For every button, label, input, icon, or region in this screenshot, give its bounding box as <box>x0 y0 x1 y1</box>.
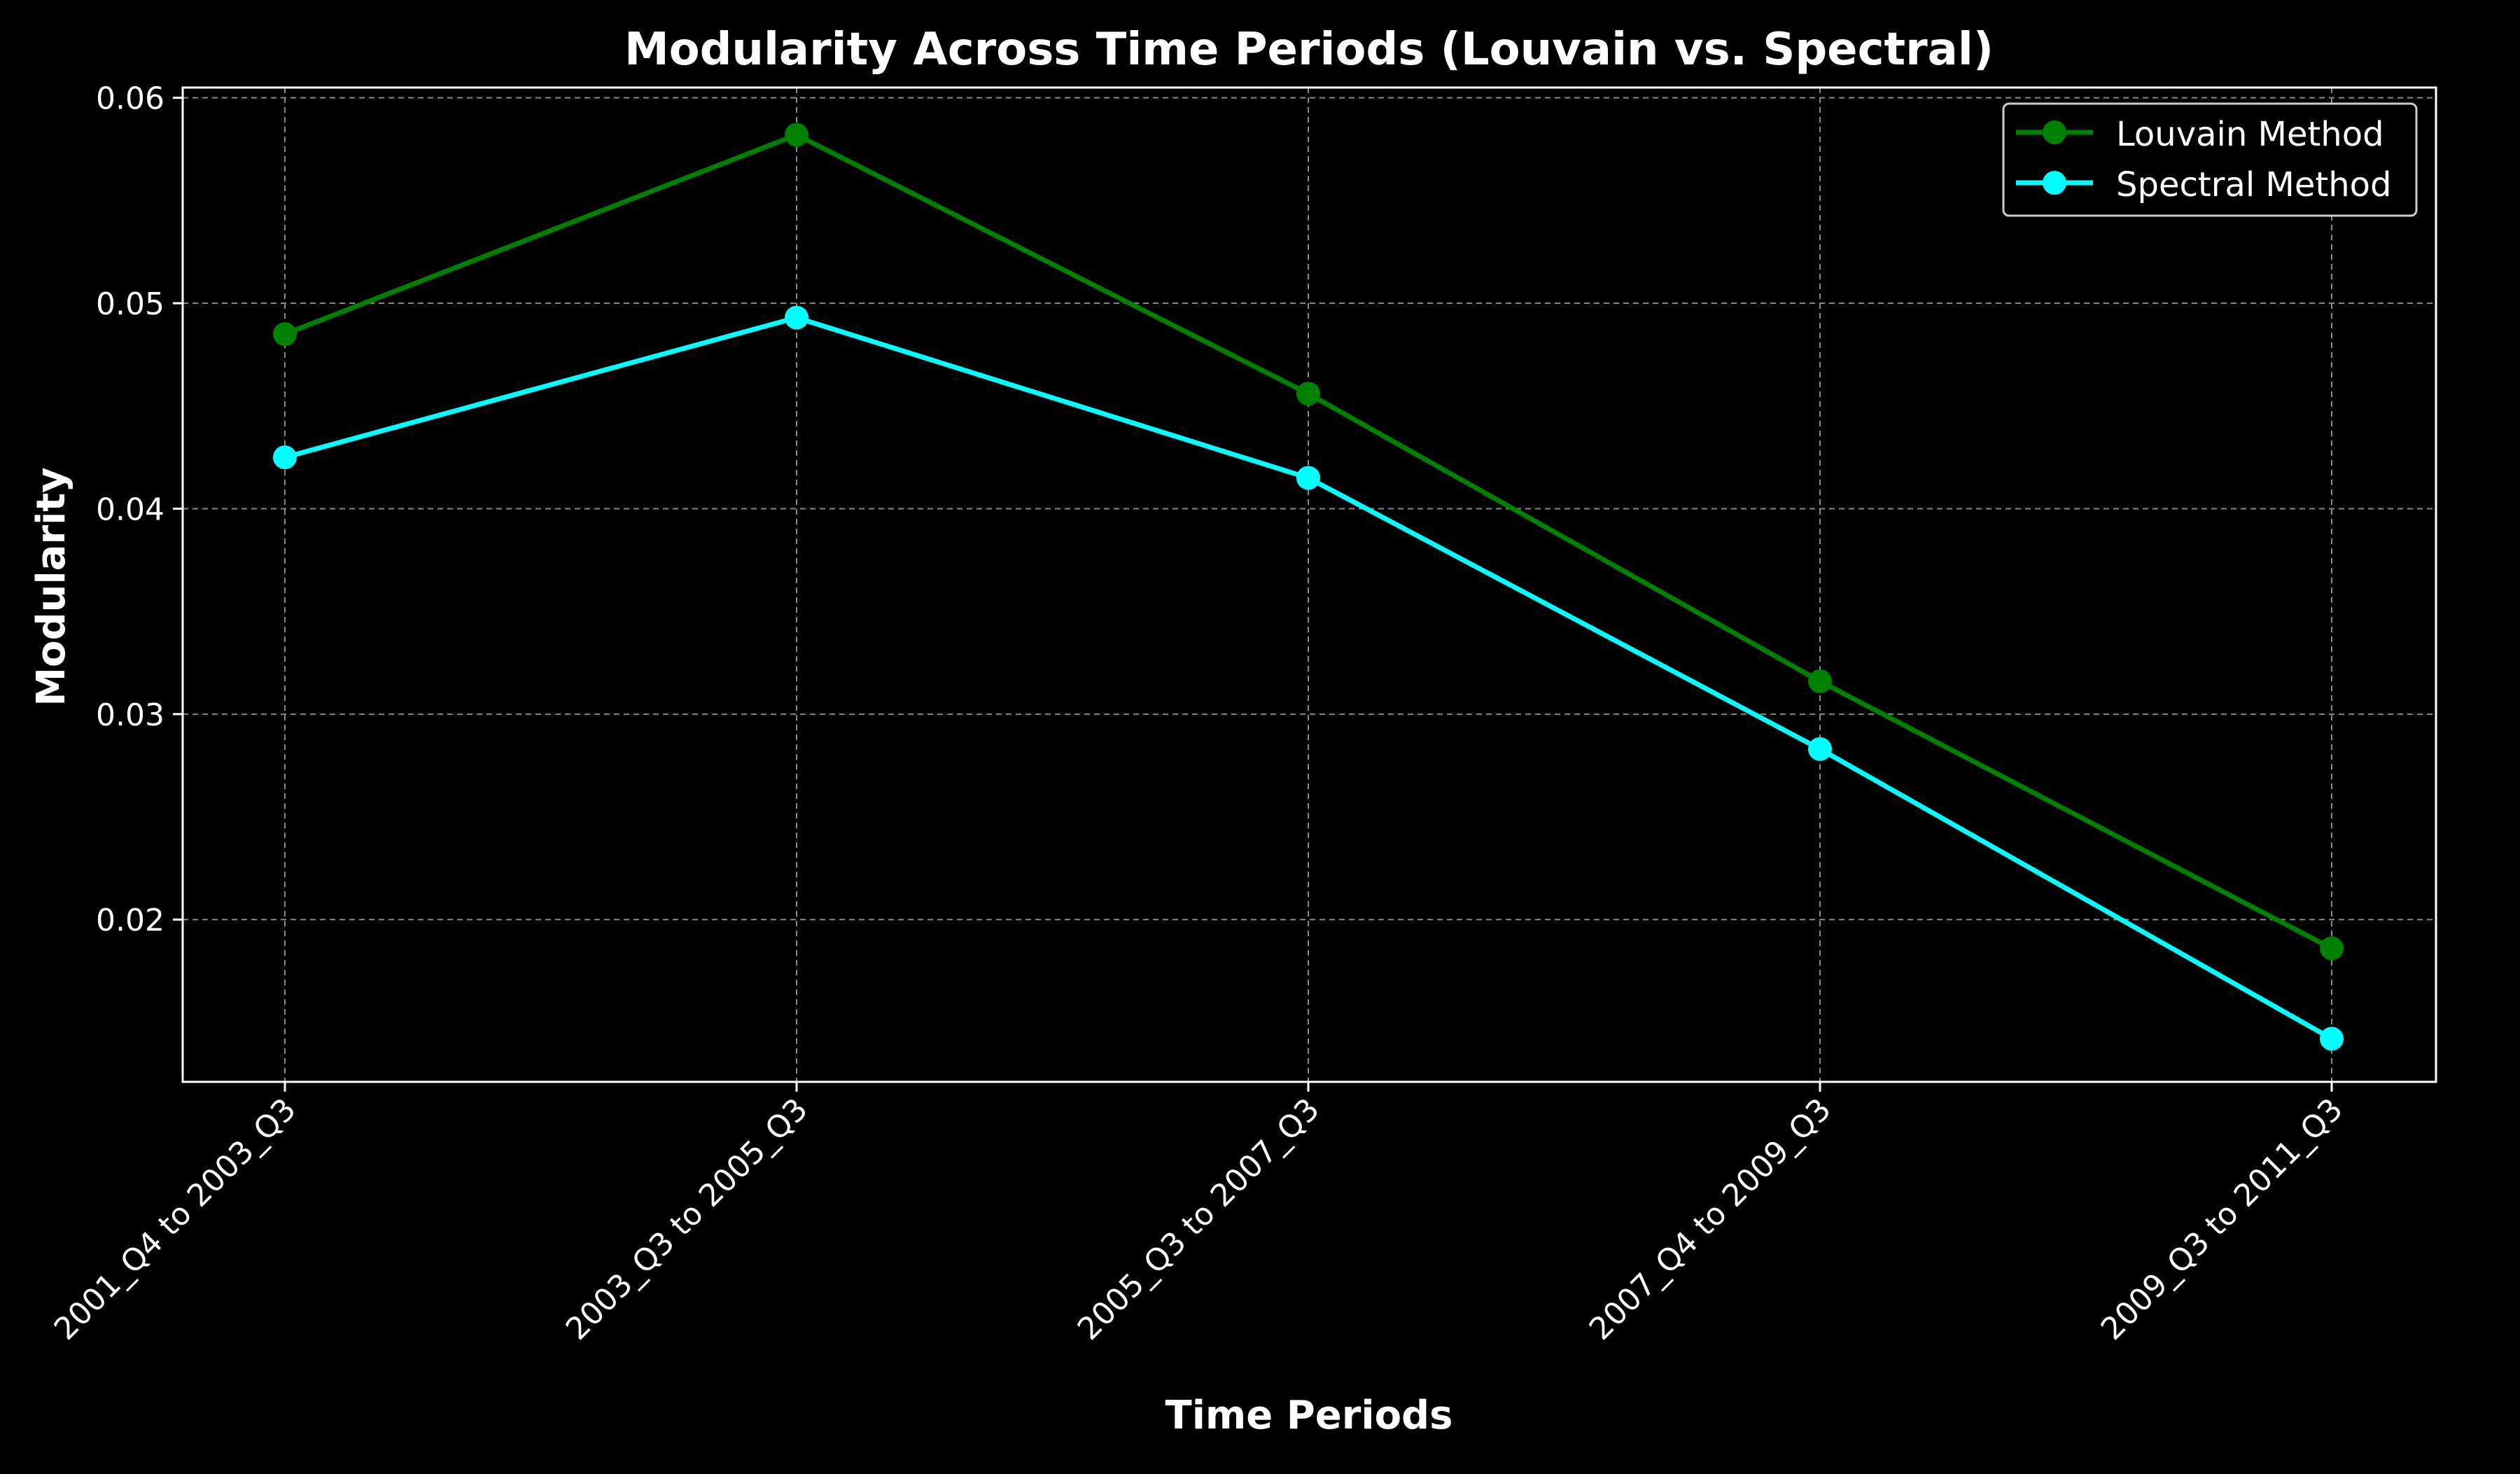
legend: Louvain Method Spectral Method <box>2002 102 2418 217</box>
data-point-spectral <box>1296 466 1320 490</box>
x-axis-label: Time Periods <box>1166 1393 1453 1438</box>
y-axis-label: Modularity <box>29 467 74 706</box>
data-point-spectral <box>785 305 808 330</box>
y-tick-label: 0.03 <box>96 697 164 733</box>
y-tick-label: 0.06 <box>96 81 164 117</box>
data-point-louvain <box>1296 382 1320 406</box>
data-point-louvain <box>785 123 808 147</box>
grid <box>183 88 2436 1082</box>
chart-title: Modularity Across Time Periods (Louvain … <box>624 24 1994 76</box>
legend-label-louvain: Louvain Method <box>2116 115 2384 154</box>
data-point-louvain <box>1808 669 1832 693</box>
y-tick-label: 0.05 <box>96 286 164 322</box>
data-point-louvain <box>2320 936 2344 961</box>
data-point-spectral <box>1808 737 1832 761</box>
data-point-louvain <box>273 322 297 347</box>
y-tick-label: 0.02 <box>96 903 164 938</box>
legend-marker-spectral <box>2043 171 2066 195</box>
y-tick-label: 0.04 <box>96 492 164 527</box>
legend-frame <box>2002 102 2418 217</box>
series-layer <box>273 123 2344 1051</box>
data-point-spectral <box>273 445 297 470</box>
y-axis: 0.02 0.03 0.04 0.05 0.06 <box>96 81 183 938</box>
data-point-spectral <box>2320 1027 2344 1051</box>
legend-label-spectral: Spectral Method <box>2116 165 2391 204</box>
legend-marker-louvain <box>2043 120 2066 144</box>
